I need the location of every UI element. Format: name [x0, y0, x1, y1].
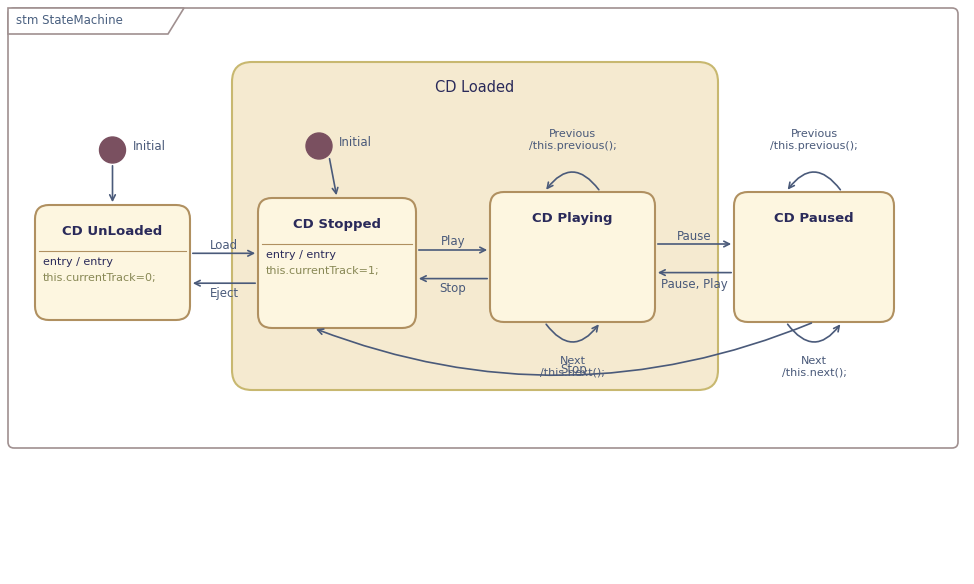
Text: Play: Play	[440, 235, 466, 249]
Polygon shape	[8, 8, 184, 34]
Text: CD Playing: CD Playing	[532, 212, 613, 225]
Text: Previous
/this.previous();: Previous /this.previous();	[770, 129, 858, 151]
Text: Next
/this.next();: Next /this.next();	[540, 356, 605, 378]
Text: Initial: Initial	[339, 137, 372, 150]
FancyBboxPatch shape	[8, 8, 958, 448]
Text: Initial: Initial	[132, 141, 166, 154]
Text: Eject: Eject	[209, 287, 239, 300]
FancyBboxPatch shape	[490, 192, 655, 322]
Text: entry / entry: entry / entry	[266, 250, 336, 260]
Text: CD Stopped: CD Stopped	[293, 218, 381, 231]
Text: Load: Load	[210, 239, 238, 252]
FancyBboxPatch shape	[232, 62, 718, 390]
Text: Stop: Stop	[439, 282, 467, 295]
Text: this.currentTrack=1;: this.currentTrack=1;	[266, 266, 380, 276]
Text: Stop: Stop	[560, 363, 587, 377]
Text: entry / entry: entry / entry	[43, 257, 113, 267]
FancyBboxPatch shape	[258, 198, 416, 328]
Text: CD Paused: CD Paused	[774, 212, 854, 225]
FancyBboxPatch shape	[734, 192, 894, 322]
Circle shape	[99, 137, 126, 163]
Text: this.currentTrack=0;: this.currentTrack=0;	[43, 273, 157, 283]
Text: CD Loaded: CD Loaded	[435, 80, 514, 95]
FancyBboxPatch shape	[35, 205, 190, 320]
Text: Pause, Play: Pause, Play	[661, 278, 728, 291]
Text: Next
/this.next();: Next /this.next();	[781, 356, 846, 378]
Text: Pause: Pause	[677, 230, 712, 242]
Text: CD UnLoaded: CD UnLoaded	[62, 225, 163, 238]
Text: stm StateMachine: stm StateMachine	[16, 15, 123, 27]
Text: Previous
/this.previous();: Previous /this.previous();	[529, 129, 617, 151]
Circle shape	[306, 133, 332, 159]
